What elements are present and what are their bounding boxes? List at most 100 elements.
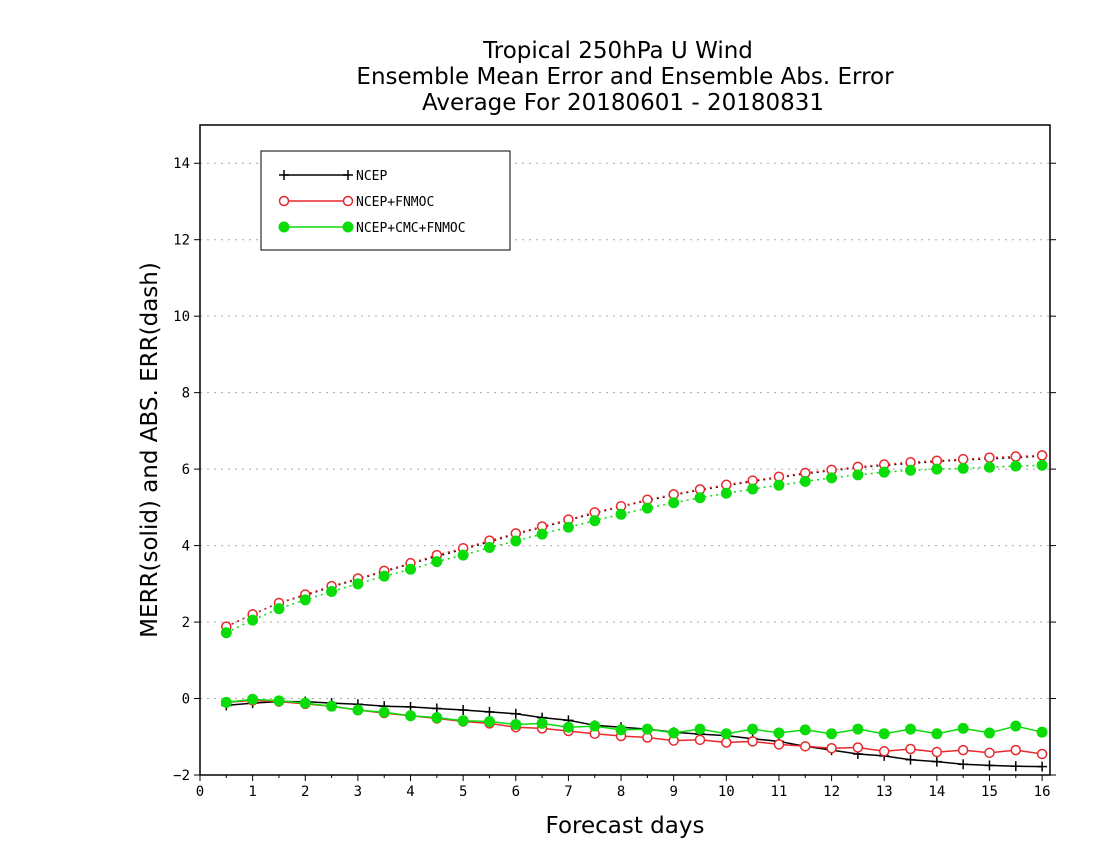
merr-point	[694, 723, 706, 735]
merr-point	[615, 724, 627, 736]
x-tick-label: 10	[718, 784, 735, 800]
merr-point	[747, 736, 758, 747]
abs-err-point	[931, 463, 943, 475]
merr-point	[483, 715, 495, 727]
abs-err-point	[247, 614, 259, 626]
legend-marker	[343, 170, 353, 180]
series-merr-1	[221, 695, 1048, 760]
merr-point	[721, 737, 732, 748]
merr-point	[878, 746, 890, 757]
x-tick-label: 1	[248, 784, 256, 800]
merr-point	[799, 724, 811, 736]
abs-err-point	[326, 585, 338, 597]
x-tick-label: 11	[771, 784, 788, 800]
legend-marker	[279, 170, 289, 180]
merr-point	[299, 697, 311, 709]
merr-point	[247, 693, 259, 705]
series-abs-err-line	[225, 464, 1043, 634]
merr-point	[957, 744, 969, 756]
x-tick-label: 6	[512, 784, 520, 800]
merr-point	[826, 742, 837, 754]
merr-point	[984, 747, 995, 759]
abs-err-point	[641, 502, 653, 514]
merr-point	[1036, 726, 1048, 738]
y-tick-label: 14	[173, 156, 190, 172]
merr-point	[536, 717, 548, 729]
series-abs-err-0	[221, 451, 1048, 632]
y-axis-ticks: −2 0 2 4 6 8 10 12 14	[173, 156, 1056, 784]
legend-marker	[342, 221, 354, 233]
merr-point	[668, 727, 680, 739]
abs-err-point	[957, 453, 969, 465]
legend-entry-2: NCEP+CMC+FNMOC	[278, 221, 466, 236]
x-axis-ticks: 0 1 2 3 4 5 6 7 8 9 10 11 12 13 14 15 16	[196, 775, 1051, 800]
y-tick-label: −2	[173, 768, 190, 784]
merr-point	[458, 705, 469, 715]
abs-err-point	[957, 462, 969, 474]
x-tick-label: 2	[301, 784, 309, 800]
y-axis-label: MERR(solid) and ABS. ERR(dash)	[137, 262, 163, 638]
merr-point	[800, 741, 811, 752]
x-tick-label: 13	[876, 784, 893, 800]
abs-err-point	[220, 627, 232, 639]
merr-point	[852, 723, 864, 735]
abs-err-point	[273, 603, 285, 615]
abs-err-point	[1036, 459, 1048, 471]
merr-point	[905, 723, 917, 735]
abs-err-point	[405, 563, 417, 575]
x-tick-label: 3	[354, 784, 362, 800]
legend: NCEP NCEP+FNMOC NCEP+CMC+FNMOC	[260, 150, 511, 251]
merr-point	[510, 708, 521, 719]
abs-err-point	[299, 594, 311, 606]
merr-point	[720, 728, 732, 740]
merr-point	[431, 703, 442, 714]
merr-point	[1010, 720, 1022, 732]
series-merr-line	[226, 700, 1043, 768]
merr-point	[905, 743, 916, 755]
abs-err-point	[536, 528, 548, 540]
merr-point	[747, 723, 759, 735]
x-tick-label: 4	[406, 784, 414, 800]
merr-point	[931, 728, 943, 740]
abs-err-point	[615, 508, 627, 520]
merr-point	[457, 715, 469, 727]
merr-point	[220, 696, 232, 708]
merr-point	[1036, 748, 1048, 760]
abs-err-point	[668, 497, 680, 509]
merr-point	[405, 710, 417, 722]
x-tick-label: 12	[823, 784, 840, 800]
abs-err-point	[1010, 451, 1022, 462]
abs-err-point	[589, 515, 601, 527]
series-abs-err-line	[225, 454, 1043, 628]
merr-point	[1010, 761, 1021, 772]
abs-err-point	[799, 475, 811, 487]
abs-err-point	[720, 487, 732, 499]
legend-entry-1: NCEP+FNMOC	[278, 195, 434, 210]
legend-label: NCEP+FNMOC	[356, 195, 434, 210]
y-tick-label: 0	[182, 692, 190, 708]
merr-point	[773, 739, 785, 750]
series-group	[220, 450, 1048, 772]
abs-err-point	[352, 578, 364, 590]
merr-point	[641, 723, 653, 735]
abs-err-point	[983, 461, 995, 473]
x-tick-label: 7	[564, 784, 572, 800]
abs-err-point	[747, 483, 759, 495]
title-line-2: Ensemble Mean Error and Ensemble Abs. Er…	[356, 64, 894, 90]
abs-err-point	[984, 452, 995, 463]
abs-err-point	[852, 469, 864, 481]
merr-point	[957, 722, 969, 734]
x-tick-label: 16	[1034, 784, 1051, 800]
abs-err-point	[431, 556, 443, 568]
merr-point	[378, 706, 390, 718]
legend-marker	[342, 195, 354, 207]
merr-point	[1010, 744, 1022, 756]
x-tick-label: 8	[617, 784, 625, 800]
x-tick-label: 0	[196, 784, 204, 800]
merr-point	[352, 704, 364, 716]
merr-point	[1037, 761, 1048, 772]
y-tick-label: 2	[182, 615, 190, 631]
abs-err-point	[773, 479, 785, 491]
abs-err-point	[378, 570, 390, 582]
